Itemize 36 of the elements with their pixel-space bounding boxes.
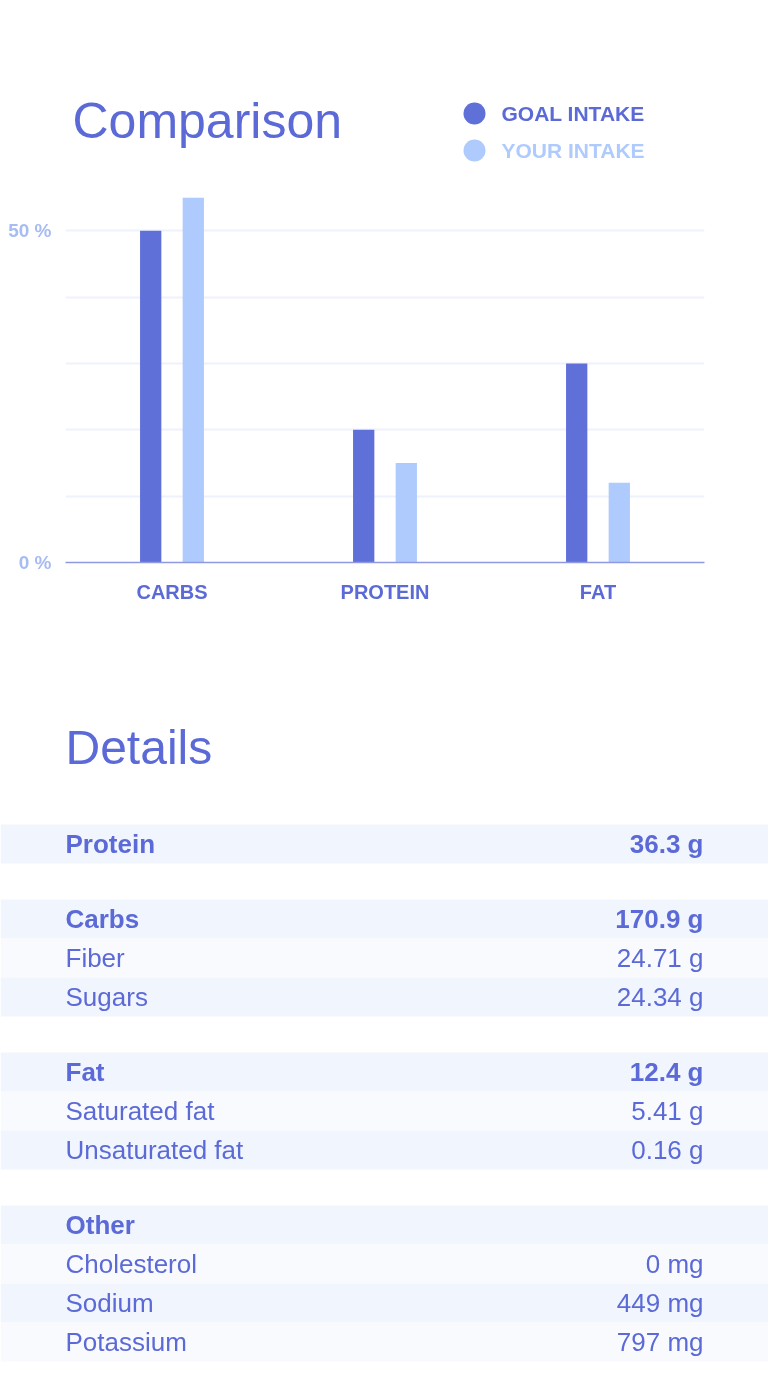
category-label: Fat xyxy=(65,1057,105,1087)
bar xyxy=(182,197,204,563)
bar xyxy=(353,429,375,563)
text: 0.16 g xyxy=(631,1135,704,1165)
text: 12.4 g xyxy=(629,1057,704,1087)
category-label: Protein xyxy=(65,829,156,859)
bar xyxy=(608,482,630,563)
y-tick-label: 0 % xyxy=(18,552,52,573)
text: 5.41 g xyxy=(631,1096,704,1126)
category-label: Fiber xyxy=(65,943,126,973)
bar xyxy=(395,462,417,563)
category-label: Carbs xyxy=(65,904,140,934)
category-label: Sodium xyxy=(65,1288,154,1318)
category-label: Sugars xyxy=(65,982,148,1012)
x-tick-label: CARBS xyxy=(136,580,208,603)
legend-label: GOAL INTAKE xyxy=(501,102,645,125)
text: 24.34 g xyxy=(616,982,704,1012)
x-tick-label: FAT xyxy=(579,580,617,603)
category-label: Potassium xyxy=(65,1327,187,1357)
bar xyxy=(566,363,588,563)
y-tick-label: 50 % xyxy=(8,220,52,242)
legend-label: YOUR INTAKE xyxy=(501,139,645,162)
x-tick-label: PROTEIN xyxy=(340,580,430,603)
category-label: Saturated fat xyxy=(65,1096,216,1126)
text: 449 mg xyxy=(616,1288,704,1318)
text: 170.9 g xyxy=(615,904,704,934)
bar xyxy=(140,230,162,563)
text: 36.3 g xyxy=(629,829,704,859)
category-label: Unsaturated fat xyxy=(65,1135,245,1165)
category-label: Cholesterol xyxy=(65,1249,198,1279)
text: 24.71 g xyxy=(616,943,704,973)
text: Details xyxy=(65,721,213,774)
category-label: Other xyxy=(65,1210,135,1240)
text: 0 mg xyxy=(645,1249,704,1279)
chart-title: Comparison xyxy=(72,92,343,149)
text: 797 mg xyxy=(616,1327,704,1357)
